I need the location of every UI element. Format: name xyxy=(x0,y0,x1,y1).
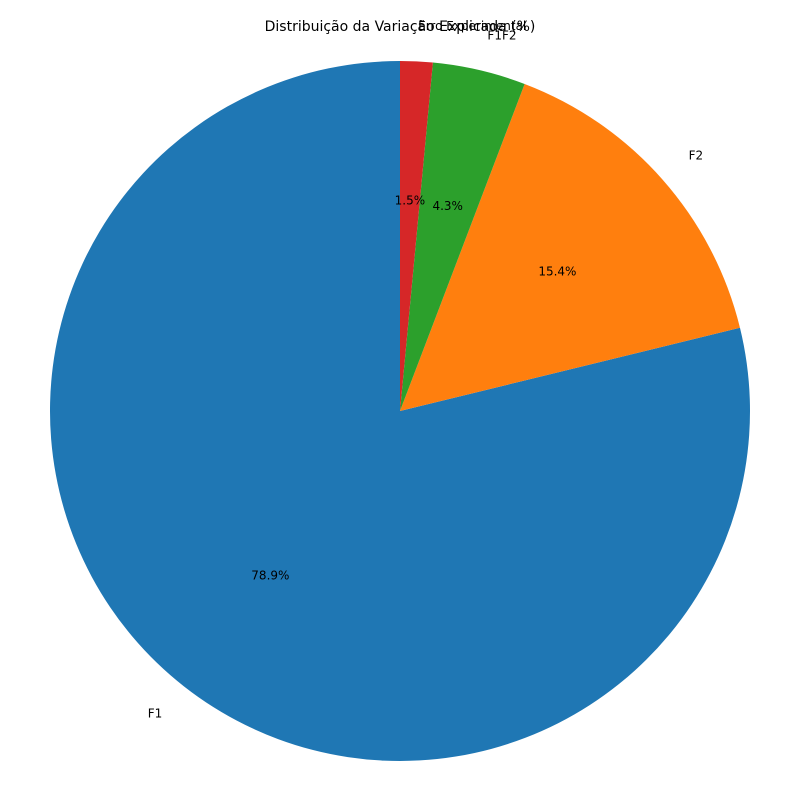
slice-label-f1f2: F1F2 xyxy=(487,29,516,43)
slice-label-f2: F2 xyxy=(689,149,704,163)
percent-label-f2: 15.4% xyxy=(538,264,576,278)
percent-label-f1f2: 4.3% xyxy=(432,199,463,213)
slice-label-erro-experimental: Erro Experimental xyxy=(418,19,526,33)
percent-label-erro-experimental: 1.5% xyxy=(395,194,426,208)
slice-label-f1: F1 xyxy=(148,706,163,720)
pie-labels: F1 78.9% F2 15.4% F1F2 4.3% Erro Experimental 1… xyxy=(148,19,703,720)
percent-label-f1: 78.9% xyxy=(251,569,289,583)
pie-slice-f1f2 xyxy=(400,62,525,412)
pie-slice-f2 xyxy=(400,83,740,411)
pie-slices xyxy=(49,61,750,761)
chart-title: Distribuição da Variação Explicada (%) xyxy=(265,19,536,35)
pie-slice-erro-experimental xyxy=(400,61,433,411)
